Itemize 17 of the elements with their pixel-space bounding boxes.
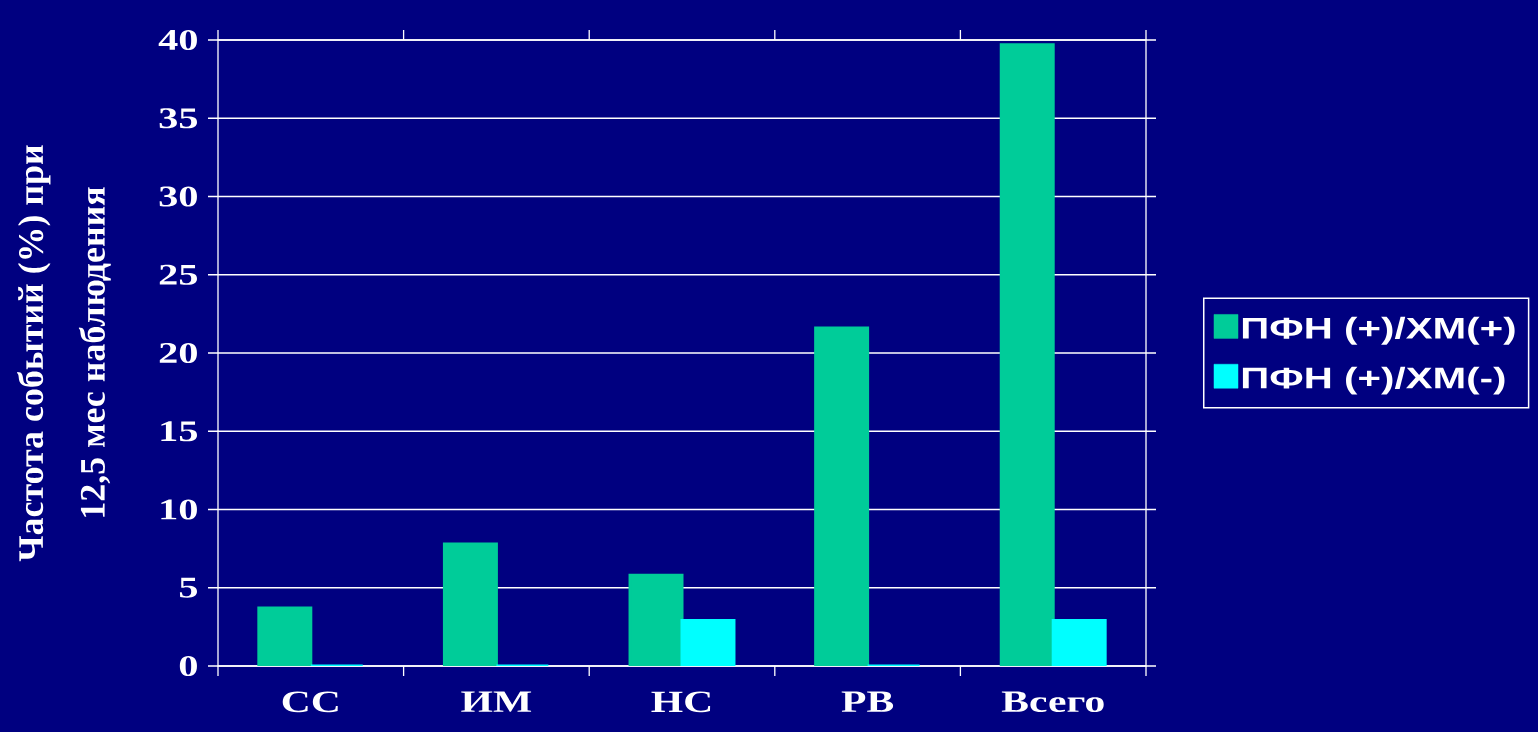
y-tick-label: 30 [159,186,197,207]
y-tick-label: 35 [159,108,197,129]
y-tick-label: 15 [161,421,197,442]
y-tick-label: 5 [179,577,197,598]
y-tick-label: 20 [159,342,197,364]
legend-label: ПФН (+)/ХМ(+) [1242,316,1515,345]
y-tick-label: 0 [179,655,197,677]
legend-label: ПФН (+)/ХМ(-) [1242,366,1505,395]
x-tick-label: ИМ [461,691,532,712]
y-tick-label: 25 [159,264,197,285]
y-tick-label: 40 [158,29,197,51]
y-tick-label: 10 [161,499,197,520]
x-tick-label: РВ [841,691,894,712]
x-tick-label: СС [282,691,338,713]
x-tick-label: НС [651,691,711,713]
x-tick-label: Всего [1001,691,1104,713]
y-axis-title: Частота событий (%) при 12,5 мес наблюдения [17,145,111,562]
